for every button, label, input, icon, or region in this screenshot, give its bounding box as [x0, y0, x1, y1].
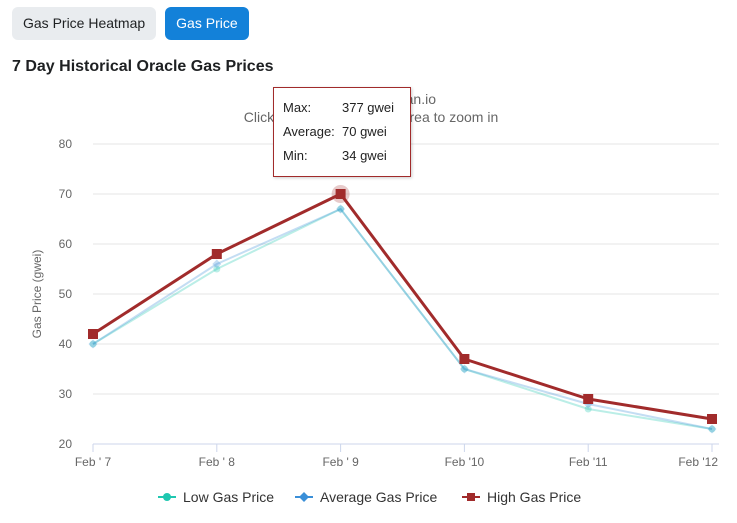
x-tick-label: Feb ' 8: [199, 455, 236, 469]
tooltip-max-label: Max:: [283, 100, 312, 115]
y-tick-label: 20: [59, 437, 73, 451]
data-point[interactable]: [213, 265, 221, 273]
tab-gas-price-heatmap[interactable]: Gas Price Heatmap: [12, 7, 157, 40]
y-tick-label: 70: [59, 187, 73, 201]
data-point[interactable]: [88, 329, 98, 339]
chart-tabs: Gas Price Heatmap Gas Price: [12, 7, 249, 40]
series-average-gas-price: [88, 204, 717, 434]
legend-marker[interactable]: [467, 493, 475, 501]
data-point[interactable]: [708, 425, 716, 433]
tooltip-min-value: 34 gwei: [342, 148, 387, 163]
legend-label[interactable]: Low Gas Price: [183, 489, 274, 505]
data-point[interactable]: [211, 249, 222, 259]
data-point[interactable]: [88, 339, 98, 349]
x-tick-label: Feb '10: [445, 455, 485, 469]
y-tick-label: 80: [59, 137, 73, 151]
y-grid-lines: [93, 143, 719, 395]
x-tick-label: Feb ' 9: [322, 455, 359, 469]
y-axis-title: Gas Price (gwei): [30, 250, 44, 339]
series-line: [92, 208, 713, 430]
x-tick-label: Feb '12: [678, 455, 718, 469]
series-line: [92, 208, 713, 430]
tooltip: Max: 377 gwei Average: 70 gwei Min: 34 g…: [273, 87, 411, 177]
x-tick-labels: Feb ' 7 Feb ' 8 Feb ' 9 Feb '10 Feb '11 Feb '…: [75, 444, 718, 469]
data-point[interactable]: [459, 354, 470, 364]
series-line: [92, 192, 713, 421]
data-point[interactable]: [336, 204, 346, 214]
y-tick-labels: 20 30 40 50 60 70 80: [59, 137, 73, 451]
x-tick-label: Feb ' 7: [75, 455, 112, 469]
series-high-gas-price: [88, 189, 717, 424]
y-tick-label: 30: [59, 387, 73, 401]
tooltip-min-label: Min:: [283, 148, 308, 163]
legend-label[interactable]: High Gas Price: [487, 489, 581, 505]
data-point[interactable]: [707, 414, 717, 424]
data-point[interactable]: [460, 365, 468, 373]
data-point[interactable]: [337, 205, 345, 213]
series-low-gas-price: [89, 205, 716, 433]
data-point[interactable]: [335, 189, 346, 199]
tooltip-average-label: Average:: [283, 124, 335, 139]
legend-marker[interactable]: [163, 493, 171, 501]
tab-gas-price[interactable]: Gas Price: [165, 7, 249, 40]
data-point[interactable]: [583, 394, 594, 404]
y-tick-label: 40: [59, 337, 73, 351]
data-point[interactable]: [707, 424, 717, 434]
series-lines: [88, 189, 717, 434]
y-tick-label: 60: [59, 237, 73, 251]
data-point[interactable]: [459, 364, 469, 374]
data-point[interactable]: [212, 259, 222, 269]
y-tick-label: 50: [59, 287, 73, 301]
legend-label[interactable]: Average Gas Price: [320, 489, 437, 505]
x-tick-label: Feb '11: [569, 455, 608, 469]
tooltip-average-value: 70 gwei: [342, 124, 387, 139]
chart-heading: 7 Day Historical Oracle Gas Prices: [12, 58, 274, 75]
tooltip-max-value: 377 gwei: [342, 100, 395, 115]
data-point[interactable]: [584, 405, 592, 413]
legend-marker[interactable]: [299, 492, 309, 502]
data-point[interactable]: [89, 340, 97, 348]
legend: Low Gas Price Average Gas Price High Gas P…: [158, 489, 581, 505]
